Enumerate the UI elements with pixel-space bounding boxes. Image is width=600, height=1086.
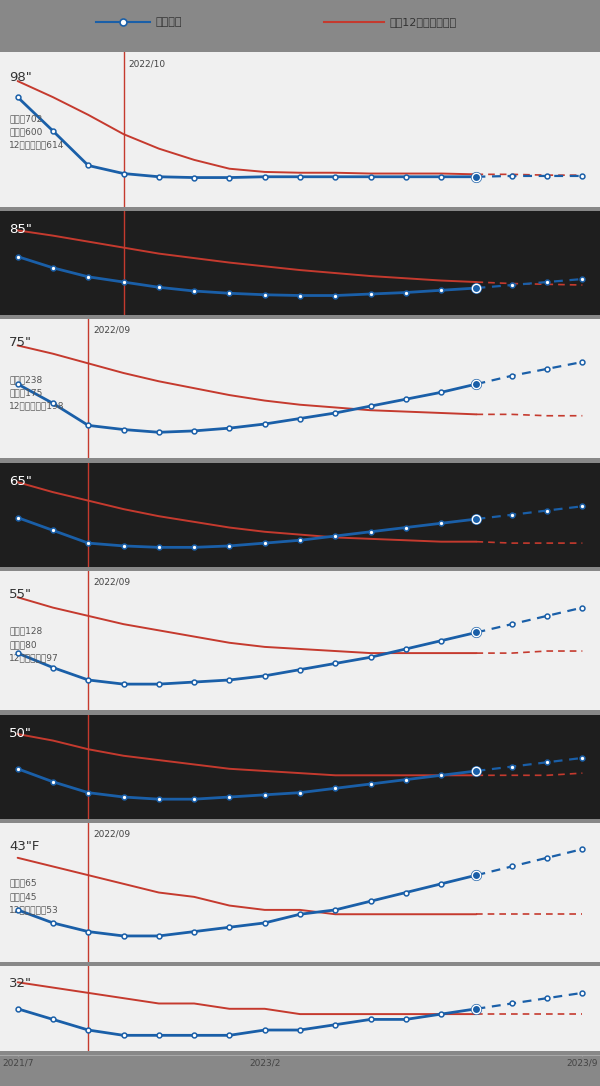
Text: 2022/09: 2022/09	[94, 578, 131, 586]
Text: 50": 50"	[9, 727, 32, 740]
Text: 55": 55"	[9, 588, 32, 601]
Text: 当月价格: 当月价格	[156, 16, 182, 27]
Text: 最高：238
最低：175
12个月平均：198: 最高：238 最低：175 12个月平均：198	[9, 375, 65, 411]
Text: 最高：702
最低：600
12个月平均：614: 最高：702 最低：600 12个月平均：614	[9, 114, 64, 149]
Text: 75": 75"	[9, 336, 32, 349]
Text: 最高：65
最低：45
12个月平均：53: 最高：65 最低：45 12个月平均：53	[9, 879, 59, 914]
Text: 43"F: 43"F	[9, 839, 40, 853]
Text: 85": 85"	[9, 224, 32, 237]
Text: 2021/7: 2021/7	[2, 1059, 34, 1068]
Text: 32": 32"	[9, 976, 32, 989]
Text: 98": 98"	[9, 71, 32, 84]
Text: 2022/10: 2022/10	[129, 60, 166, 68]
Text: 2023/2: 2023/2	[249, 1059, 280, 1068]
Text: 连续12个月价格均线: 连续12个月价格均线	[390, 16, 457, 27]
Text: 2022/09: 2022/09	[94, 326, 131, 334]
Text: 65": 65"	[9, 476, 32, 489]
Text: 2022/09: 2022/09	[94, 830, 131, 838]
Text: 最高：128
最低：80
12个月平均：97: 最高：128 最低：80 12个月平均：97	[9, 627, 59, 662]
Text: 2023/9: 2023/9	[566, 1059, 598, 1068]
